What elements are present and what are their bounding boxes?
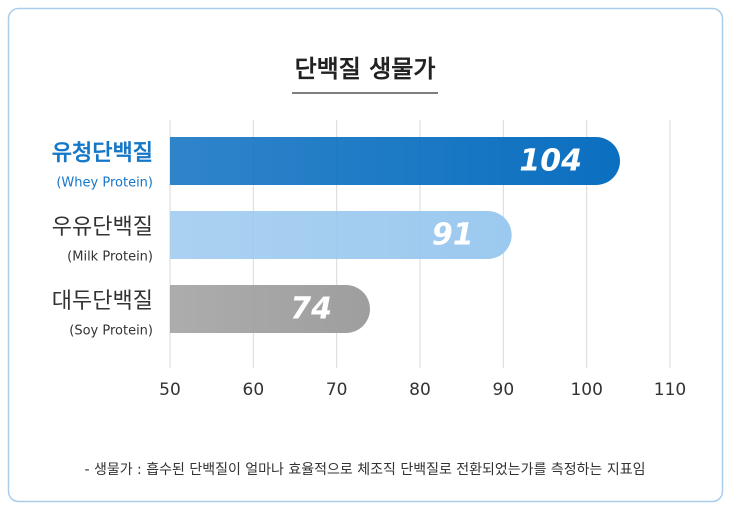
value-label: 91 xyxy=(432,218,474,253)
category-label: 우유단백질 xyxy=(52,215,153,240)
x-tick-label: 100 xyxy=(570,380,602,400)
footnote: - 생물가 : 흡수된 단백질이 얼마나 효율적으로 체조직 단백질로 전환되었… xyxy=(84,462,645,478)
bar xyxy=(170,211,512,259)
bar xyxy=(170,137,620,185)
x-tick-label: 50 xyxy=(159,380,181,400)
category-sublabel: (Milk Protein) xyxy=(67,250,153,265)
x-tick-label: 90 xyxy=(493,380,515,400)
x-tick-label: 70 xyxy=(326,380,348,400)
x-tick-label: 110 xyxy=(654,380,686,400)
value-label: 74 xyxy=(290,292,332,327)
bar xyxy=(170,285,370,333)
x-tick-label: 80 xyxy=(409,380,431,400)
value-label: 104 xyxy=(519,144,582,179)
category-sublabel: (Whey Protein) xyxy=(56,176,153,191)
category-label: 대두단백질 xyxy=(52,289,153,314)
category-sublabel: (Soy Protein) xyxy=(69,324,153,339)
chart-title: 단백질 생물가 xyxy=(295,55,436,83)
x-tick-label: 60 xyxy=(243,380,265,400)
category-label: 유청단백질 xyxy=(52,141,153,166)
